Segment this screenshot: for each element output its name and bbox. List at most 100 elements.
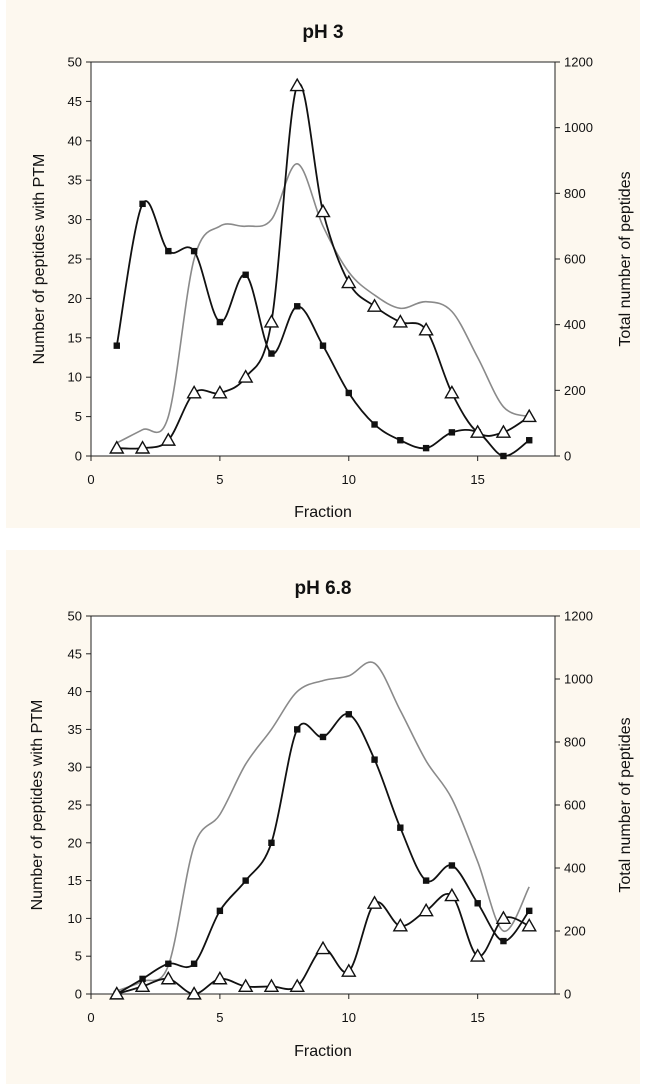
chart-1-series-1-point	[160, 970, 177, 985]
chart-1-ytick-label: 30	[68, 760, 82, 775]
chart-0-series-1-point	[341, 274, 357, 289]
chart-0-series-0-point	[216, 318, 224, 326]
chart-1-series-0-point	[526, 907, 533, 915]
chart-1-series-1-point	[418, 902, 434, 917]
chart-0-y2tick-label: 1200	[564, 55, 593, 70]
chart-panel-ph3: pH 3 0 5 10 15 20 25 30 35 40 45 50 0 200 400 600 800 100…	[6, 0, 640, 528]
chart-0-ytick-label: 35	[68, 173, 82, 188]
chart-0-series-0-point	[113, 342, 120, 349]
chart-panel-ph68: pH 6.8 0 5 10 15 20 25 30 35 40 45 50 0 200 400 600 800 1…	[6, 550, 640, 1084]
chart-0-series-1-point	[469, 424, 486, 438]
chart-1-y2label: Total number of peptides	[617, 717, 634, 892]
chart-1-series-2-line	[116, 661, 530, 992]
chart-1-xtick-label: 0	[87, 1010, 94, 1025]
chart-1-ytick-label: 25	[68, 798, 82, 813]
chart-0-series-0-point	[345, 389, 352, 397]
chart-0-series-2-line	[116, 163, 530, 444]
chart-1-series-1-point	[495, 910, 512, 924]
chart-0-series-0-point	[268, 350, 275, 357]
chart-1-ytick-label: 10	[68, 911, 82, 926]
chart-1-ytick-label: 50	[68, 609, 82, 624]
chart-0-series-0-point	[526, 437, 533, 444]
chart-1-series-1-point	[263, 978, 280, 993]
chart-0-series-0-point	[448, 429, 456, 436]
chart-1-series-0-point	[294, 726, 301, 733]
chart-0-ytick-label: 15	[68, 330, 82, 345]
chart-1-y2tick-label: 800	[564, 735, 586, 750]
chart-0-ylabel: Number of peptides with PTM	[31, 154, 48, 365]
chart-1-y2tick-label: 1000	[564, 672, 593, 687]
chart-1-series-0-point	[319, 733, 327, 741]
chart-1-ytick-label: 40	[68, 684, 82, 699]
chart-1-series-0-point	[190, 960, 198, 967]
chart-1-xlabel: Fraction	[294, 1043, 352, 1060]
chart-0-ytick-label: 50	[68, 55, 82, 70]
chart-0-ytick-label: 5	[75, 409, 82, 424]
chart-0-series-1-point	[160, 432, 177, 446]
chart-1-ytick-label: 15	[68, 873, 82, 888]
chart-0-series-1-point	[237, 369, 254, 383]
chart-0-series-1-point	[392, 314, 409, 328]
chart-1-xtick-label: 5	[216, 1010, 223, 1025]
chart-1-series-1-point	[521, 918, 537, 932]
chart-1-series-0-point	[500, 937, 507, 945]
chart-0-ytick-label: 20	[68, 291, 82, 306]
chart-0-y2tick-label: 0	[564, 449, 571, 464]
chart-0-series-1-point	[315, 203, 331, 218]
chart-0-series-0-point	[190, 247, 198, 255]
chart-1-series-0-point	[242, 877, 249, 884]
chart-1-series-1-point	[315, 940, 331, 955]
chart-1-series-1-point	[212, 970, 228, 985]
chart-1-series-0-point	[474, 900, 481, 907]
chart-0-plot-area	[90, 61, 556, 457]
chart-1-series-1-point	[289, 978, 305, 993]
chart-0-y2tick-label: 600	[564, 252, 586, 267]
chart-0-series-0-point	[242, 271, 249, 278]
chart-1-series-1-point	[237, 978, 254, 993]
chart-1-y2tick-label: 200	[564, 924, 586, 939]
chart-1-plot-area	[90, 615, 556, 995]
chart-0-series-0-point	[139, 200, 146, 208]
chart-0-series-1-point	[289, 77, 305, 92]
chart-0-ytick-label: 40	[68, 133, 82, 148]
chart-0-series-1-point	[134, 440, 151, 454]
chart-1-ytick-label: 5	[75, 949, 82, 964]
chart-1-series-0-point	[268, 839, 275, 846]
chart-0-series-1-point	[263, 314, 280, 328]
chart-0-series-0-point	[397, 437, 404, 444]
chart-0-y2label: Total number of peptides	[617, 171, 634, 346]
chart-1-series-1-point	[469, 948, 486, 962]
chart-0-xlabel: Fraction	[294, 504, 352, 521]
chart-0-ytick-label: 45	[68, 94, 82, 109]
chart-1-ylabel: Number of peptides with PTM	[29, 700, 46, 911]
chart-0-y2tick-label: 1000	[564, 120, 593, 135]
chart-1-series-0-point	[216, 907, 224, 915]
chart-0-xtick-label: 15	[470, 472, 484, 487]
chart-1-ytick-label: 20	[68, 835, 82, 850]
chart-0-series-0-point	[165, 247, 172, 255]
chart-1-series-1-point	[392, 918, 409, 932]
chart-1-ytick-label: 0	[75, 987, 82, 1002]
chart-0-ytick-label: 0	[75, 449, 82, 464]
chart-0-xtick-label: 5	[216, 472, 223, 487]
chart-0-series-1-point	[212, 385, 228, 399]
chart-0-series-1-point	[418, 322, 434, 336]
chart-1-series-1-point	[134, 978, 151, 993]
chart-1-series-1-point	[109, 986, 125, 1000]
chart-1-series-1-point	[341, 963, 357, 977]
chart-0-y2tick-label: 400	[564, 317, 586, 332]
chart-1-series-1-point	[186, 986, 202, 1000]
chart-1-xtick-label: 10	[342, 1010, 356, 1025]
chart-1-series-1-point	[444, 887, 460, 902]
chart-0-xtick-label: 0	[87, 472, 94, 487]
chart-0-y2tick-label: 800	[564, 186, 586, 201]
chart-0-ytick-label: 30	[68, 212, 82, 227]
chart-0-series-0-point	[500, 452, 507, 460]
chart-0-series-0-point	[319, 342, 327, 349]
chart-1-y2tick-label: 600	[564, 798, 586, 813]
chart-1-xtick-label: 15	[470, 1010, 484, 1025]
chart-0-ytick-label: 25	[68, 252, 82, 267]
chart-1-y2tick-label: 0	[564, 987, 571, 1002]
chart-1-series-0-point	[448, 862, 456, 869]
chart-0-y2tick-label: 200	[564, 383, 586, 398]
